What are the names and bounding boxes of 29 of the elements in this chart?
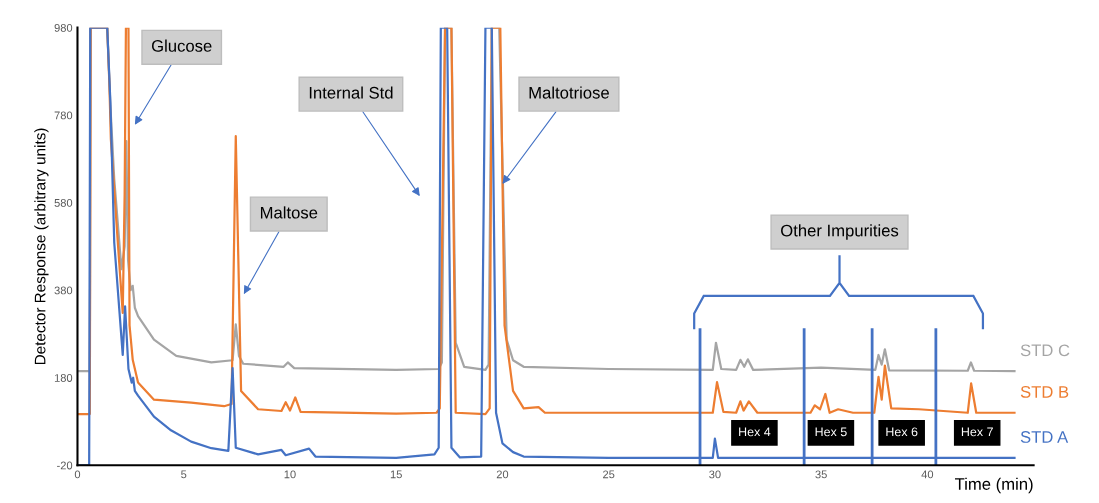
x-tick-label: 35 (815, 470, 827, 479)
y-tick-label: 180 (54, 374, 73, 382)
y-tick-label: 780 (54, 111, 73, 120)
annotation: Glucose (151, 39, 212, 52)
y-tick-label: 380 (54, 286, 73, 295)
annotation: Hex 7 (961, 427, 993, 437)
annotation: Maltose (260, 206, 318, 219)
x-tick-label: 0 (74, 470, 81, 479)
x-tick-label: 40 (921, 470, 934, 479)
x-tick-label: 10 (284, 470, 296, 479)
series-label: STD A (1020, 431, 1069, 443)
y-tick-label: 980 (54, 23, 73, 32)
x-tick-label: 15 (390, 470, 402, 479)
annotation: Maltotriose (529, 86, 609, 99)
annotation: Hex 4 (739, 427, 771, 437)
y-axis-title: Detector Response (arbitrary units) (34, 128, 49, 365)
annotation: Internal Std (309, 86, 393, 99)
annotation: Hex 5 (815, 427, 847, 437)
y-tick-label: 580 (54, 198, 73, 207)
x-axis-title: Time (min) (954, 477, 1033, 494)
y-tick-label: -20 (57, 461, 73, 470)
series-label: STD C (1020, 344, 1070, 357)
x-tick-label: 20 (496, 470, 509, 479)
x-tick-label: 5 (181, 470, 187, 479)
series-label: STD B (1020, 385, 1069, 398)
x-tick-label: 30 (709, 470, 721, 479)
annotation: Other Impurities (781, 224, 899, 240)
annotation: Hex 6 (886, 427, 918, 437)
x-tick-label: 25 (603, 470, 615, 479)
